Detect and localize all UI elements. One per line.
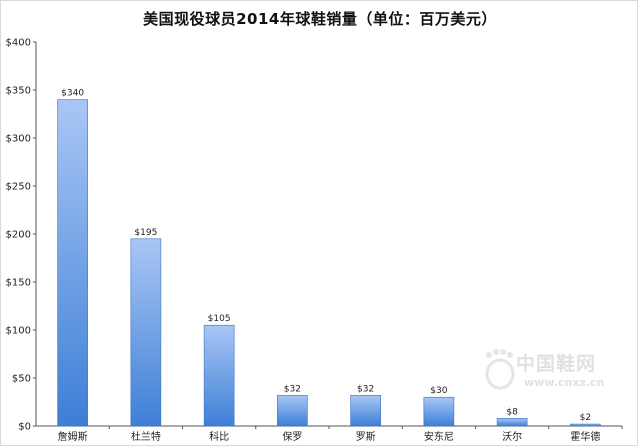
x-tick-label: 科比 — [209, 430, 229, 443]
x-tick-label: 杜兰特 — [131, 430, 161, 443]
data-label: $32 — [357, 384, 374, 394]
x-tick-label: 霍华德 — [570, 430, 600, 443]
y-tick-label: $50 — [12, 374, 31, 385]
watermark-url: www.cnxz.cn — [524, 376, 605, 389]
data-label: $32 — [284, 384, 301, 394]
data-label: $340 — [61, 89, 84, 99]
data-label: $30 — [430, 386, 447, 396]
y-tick-label: $100 — [6, 326, 31, 337]
y-tick-label: $150 — [6, 278, 31, 289]
x-tick-label: 沃尔 — [502, 430, 522, 443]
chart-title: 美国现役球员2014年球鞋销量（单位：百万美元） — [143, 10, 497, 28]
y-tick-label: $200 — [6, 230, 31, 241]
x-tick-label: 詹姆斯 — [58, 430, 88, 443]
bar-4 — [350, 394, 381, 427]
x-tick-label: 保罗 — [282, 430, 302, 443]
bar-7 — [570, 423, 601, 427]
bar-0 — [57, 99, 88, 427]
y-tick-label: $0 — [18, 422, 31, 433]
data-label: $195 — [134, 228, 157, 238]
bar-5 — [423, 396, 455, 427]
y-tick-label: $400 — [6, 38, 31, 49]
bar-1 — [130, 238, 162, 427]
data-label: $8 — [506, 407, 518, 417]
bar-6 — [496, 418, 528, 427]
x-tick-label: 罗斯 — [356, 430, 376, 443]
footprint-icon — [485, 349, 515, 390]
watermark-text: 中国鞋网 — [516, 353, 597, 375]
x-tick-label: 安东尼 — [424, 430, 454, 443]
data-label: $105 — [208, 314, 231, 324]
y-tick-label: $250 — [6, 182, 31, 193]
watermark-logo: 中国鞋网 www.cnxz.cn — [480, 345, 630, 405]
y-tick-label: $300 — [6, 134, 31, 145]
bar-3 — [277, 394, 308, 427]
bar-2 — [203, 324, 235, 427]
y-tick-label: $350 — [6, 86, 31, 97]
data-label: $2 — [580, 413, 591, 423]
